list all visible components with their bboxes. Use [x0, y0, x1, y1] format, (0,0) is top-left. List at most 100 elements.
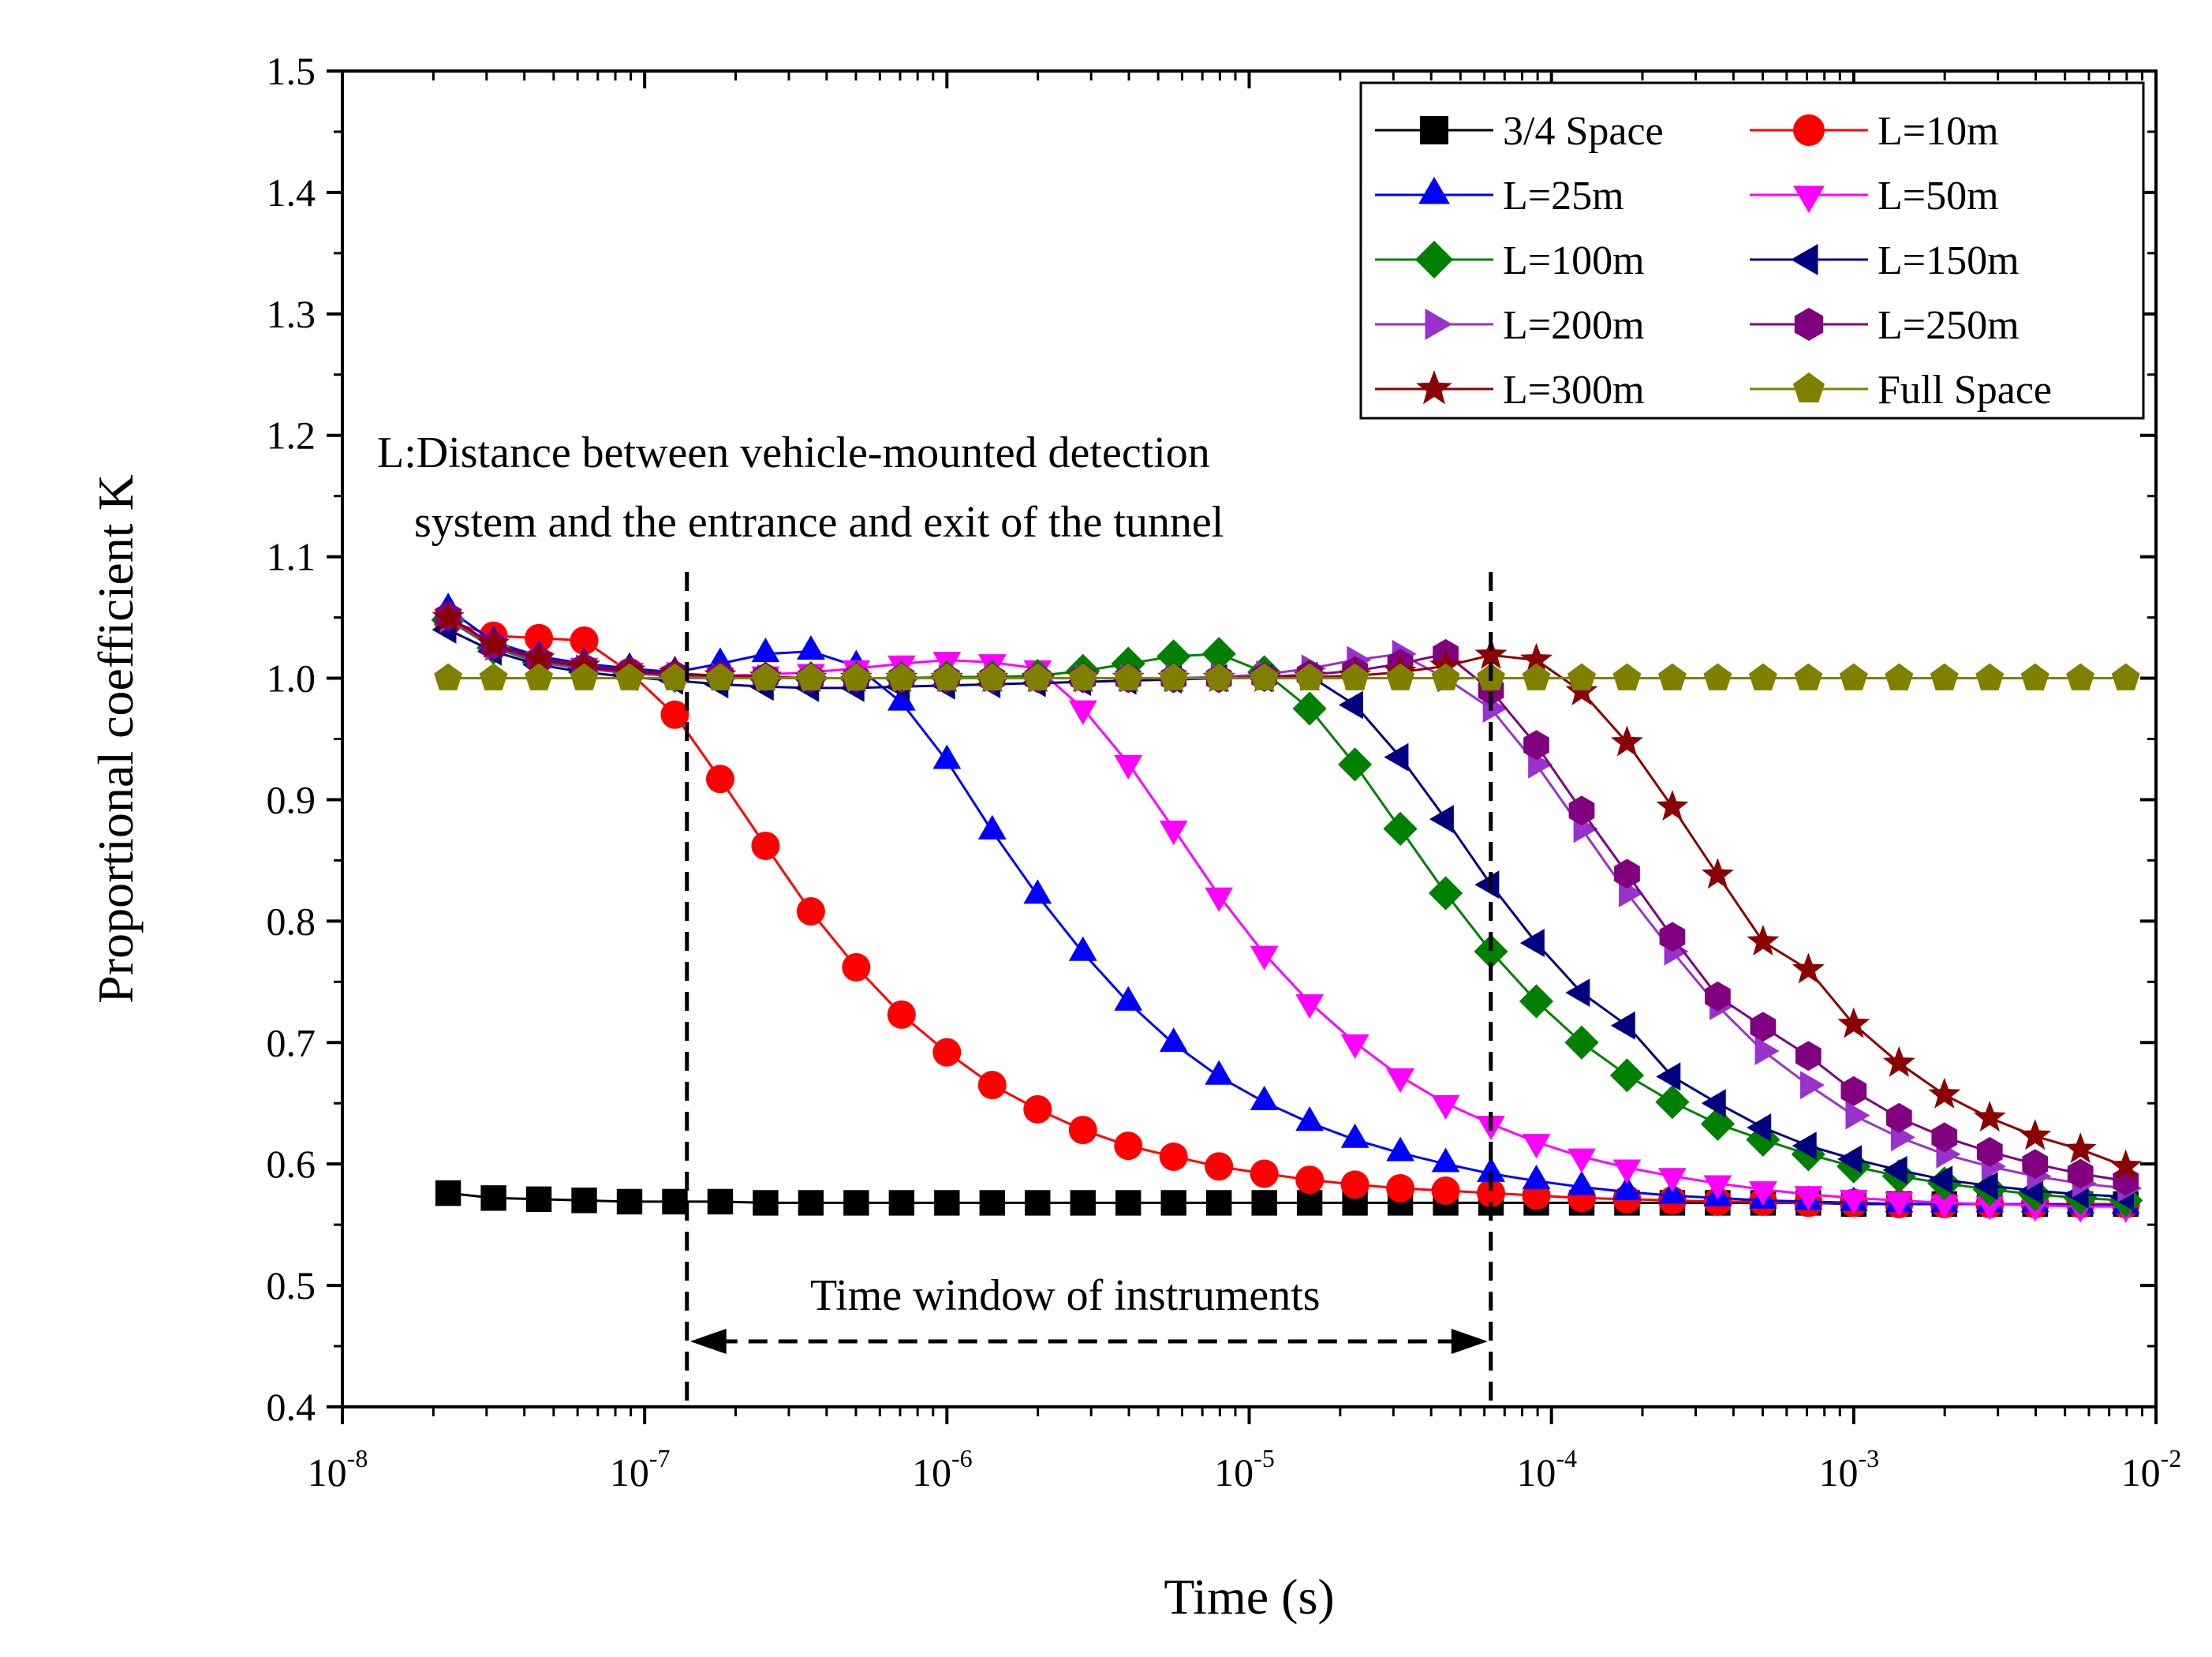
data-point [1250, 945, 1279, 971]
data-point [1845, 1101, 1870, 1130]
data-point [1519, 929, 1545, 957]
legend-label: L=200m [1503, 303, 1645, 348]
data-point [1885, 1192, 1914, 1218]
y-tick-label: 0.7 [267, 1020, 316, 1064]
data-point [1114, 754, 1143, 780]
data-point [615, 663, 644, 690]
data-point [1250, 1085, 1279, 1111]
data-point [1295, 1106, 1325, 1131]
legend-label: L=150m [1878, 238, 2020, 283]
data-point [1159, 663, 1188, 690]
data-point [977, 814, 1007, 840]
data-point [1023, 879, 1052, 904]
data-point [570, 663, 599, 690]
data-point [1800, 1071, 1825, 1100]
y-tick-label: 0.4 [267, 1385, 316, 1429]
data-point [1610, 1011, 1635, 1040]
data-point [1746, 1122, 1780, 1157]
legend-item: 3/4 Space [1375, 109, 1664, 154]
legend-label: L=25m [1503, 174, 1624, 219]
data-point [1794, 663, 1823, 690]
data-point [616, 1188, 643, 1215]
data-point [1705, 981, 1731, 1012]
data-point [1295, 1165, 1325, 1195]
legend-item: L=150m [1750, 238, 2020, 283]
data-point [477, 627, 510, 658]
data-point [1748, 663, 1777, 690]
legend-marker [1794, 308, 1824, 341]
data-point [1656, 1062, 1681, 1091]
data-point [1295, 663, 1325, 690]
data-point [1386, 663, 1415, 690]
legend-marker [1793, 114, 1825, 146]
y-tick-label: 0.8 [267, 899, 316, 943]
data-point [1701, 858, 1734, 889]
data-point [1568, 795, 1595, 826]
data-point [1386, 1136, 1415, 1161]
data-point [1522, 1165, 1551, 1190]
data-point [1338, 747, 1373, 782]
data-point [1750, 1012, 1777, 1042]
legend-label: L=10m [1878, 109, 1999, 154]
data-point [1657, 663, 1687, 690]
data-point [570, 626, 599, 655]
legend-item: L=300m [1375, 368, 1645, 413]
data-point [1477, 1157, 1505, 1182]
data-point [1930, 663, 1959, 690]
data-point [934, 1190, 960, 1216]
data-point [2019, 1119, 2052, 1150]
data-point [1703, 1175, 1732, 1200]
data-point [751, 638, 780, 663]
y-tick-label: 1.4 [267, 170, 316, 215]
data-point [2022, 1149, 2049, 1180]
data-point [1839, 663, 1868, 690]
data-point [1068, 663, 1097, 690]
legend-label: L=50m [1878, 174, 1999, 219]
data-point [525, 623, 554, 653]
data-point [1565, 978, 1590, 1008]
data-point [1837, 1007, 1870, 1038]
data-point [1431, 1094, 1460, 1120]
x-tick-label: 10-7 [610, 1444, 671, 1494]
data-point [2066, 663, 2095, 690]
data-point [1975, 1195, 2005, 1221]
data-point [1794, 1186, 1823, 1211]
x-tick-label: 10-8 [308, 1444, 368, 1494]
legend-label: L=300m [1503, 368, 1645, 413]
data-point [705, 765, 734, 794]
data-point [1840, 1075, 1867, 1106]
data-point [1114, 986, 1143, 1011]
data-point [1792, 952, 1825, 984]
legend-marker [1418, 177, 1450, 204]
annotation-layer: L:Distance between vehicle-mounted detec… [377, 428, 1493, 1407]
legend-item: L=25m [1375, 174, 1624, 219]
data-point [1384, 742, 1409, 772]
data-point [1340, 1123, 1369, 1148]
data-point [1386, 1173, 1415, 1203]
data-point [1431, 663, 1460, 690]
distance-note-line-1: L:Distance between vehicle-mounted detec… [377, 428, 1210, 477]
data-point [1519, 642, 1553, 674]
data-point [1296, 1190, 1323, 1216]
data-point [1701, 1089, 1726, 1118]
data-point [1156, 639, 1191, 674]
data-point [1340, 1034, 1369, 1059]
data-point [1973, 1101, 2006, 1132]
data-point [1659, 922, 1686, 952]
data-point [1025, 1190, 1051, 1216]
x-tick-label: 10-2 [2121, 1444, 2182, 1494]
distance-note-line-2: system and the entrance and exit of the … [414, 498, 1224, 547]
data-point [434, 663, 463, 690]
x-tick-label: 10-3 [1819, 1444, 1880, 1494]
data-point [1567, 1170, 1596, 1195]
data-point [2064, 1132, 2097, 1164]
data-point [1431, 1176, 1460, 1206]
data-point [1882, 1155, 1907, 1184]
y-tick-label: 0.6 [267, 1142, 316, 1186]
data-point [1340, 1170, 1369, 1199]
data-point [1250, 1159, 1279, 1188]
data-point [1928, 1077, 1961, 1109]
series-full-space [434, 663, 2140, 690]
legend-item: L=200m [1375, 303, 1645, 348]
data-point [1474, 934, 1508, 969]
